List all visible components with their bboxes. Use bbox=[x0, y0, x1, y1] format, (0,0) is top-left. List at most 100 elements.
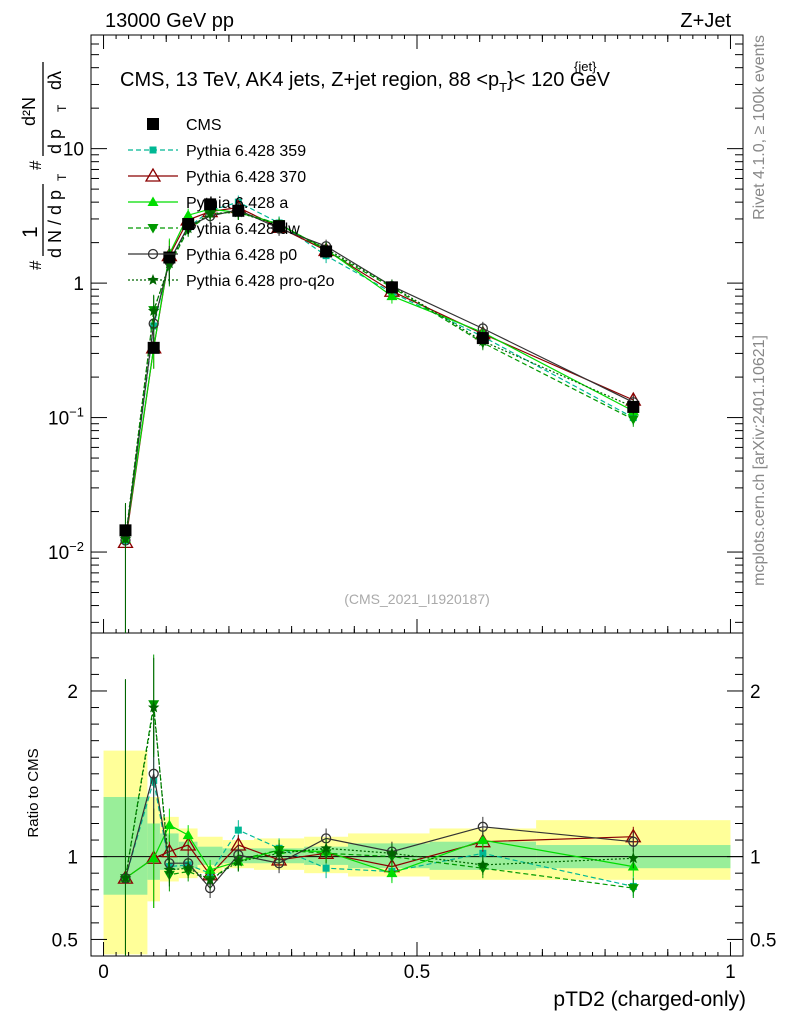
xlabel: pTD2 (charged-only) bbox=[553, 988, 746, 1011]
cms-point bbox=[232, 204, 245, 217]
header-left: 13000 GeV pp bbox=[105, 10, 234, 32]
cms-point bbox=[182, 218, 195, 231]
legend-label: Pythia 6.428 pro-q2o bbox=[186, 273, 335, 290]
title-sup: {jet} bbox=[574, 59, 597, 74]
cms-point bbox=[476, 332, 489, 345]
legend-entry-p0: Pythia 6.428 p0 bbox=[128, 247, 297, 264]
ratio-pythia-6.428-359 bbox=[121, 679, 637, 956]
legend-marker bbox=[147, 248, 159, 260]
ratio-point bbox=[148, 852, 160, 863]
ytick-base: 10 bbox=[48, 409, 69, 430]
ratio-point bbox=[232, 855, 245, 867]
ratio-point bbox=[477, 858, 489, 870]
main-series bbox=[117, 195, 642, 633]
legend-entry-370: Pythia 6.428 370 bbox=[128, 167, 306, 186]
ratio-frame bbox=[90, 632, 744, 957]
ratio-point bbox=[628, 836, 639, 847]
watermark: (CMS_2021_I1920187) bbox=[344, 591, 490, 607]
ytick-label-10: 10 bbox=[63, 140, 84, 161]
ratio-ylabel: Ratio to CMS bbox=[25, 748, 42, 837]
ytick-label-1: 1 bbox=[73, 274, 84, 295]
mcplots-label: mcplots.cern.ch [arXiv:2401.10621] bbox=[751, 335, 768, 586]
ratio-point bbox=[627, 884, 639, 894]
ratio-point bbox=[163, 819, 175, 830]
ylabel-one: 1 bbox=[19, 226, 42, 238]
legend-marker bbox=[147, 224, 159, 234]
ylabel-d2N: d²N bbox=[19, 97, 39, 126]
ratio-point bbox=[204, 873, 216, 885]
series-pythia-6.428-dw bbox=[119, 205, 639, 633]
legend-marker bbox=[149, 146, 157, 154]
legend-label: Pythia 6.428 p0 bbox=[186, 247, 297, 264]
legend-marker bbox=[147, 196, 159, 206]
xtick-label-0: 0 bbox=[98, 962, 109, 983]
ylabel-hash1: # bbox=[26, 260, 45, 270]
legend-label: Pythia 6.428 370 bbox=[186, 169, 306, 186]
ratio-ytick-right-0.5: 0.5 bbox=[750, 930, 776, 951]
ratio-ytick-right-2: 2 bbox=[750, 682, 761, 703]
legend-label: CMS bbox=[186, 117, 222, 134]
ratio-ytick-0.5: 0.5 bbox=[52, 930, 78, 951]
legend-entry-pro-q2o: Pythia 6.428 pro-q2o bbox=[128, 273, 335, 290]
ratio-point bbox=[627, 852, 639, 864]
data-point bbox=[627, 415, 639, 425]
ratio-ytick-1: 1 bbox=[67, 848, 78, 869]
ratio-ytick-right-1: 1 bbox=[750, 848, 761, 869]
ratio-point bbox=[273, 847, 285, 859]
legend-entry-dw: Pythia 6.428 dw bbox=[128, 221, 300, 238]
series-pythia-6.428-a bbox=[119, 202, 639, 633]
title-tail: }< 120 GeV bbox=[507, 69, 611, 91]
axis-ticks bbox=[91, 34, 743, 956]
ratio-point bbox=[180, 836, 197, 851]
title-sub: T bbox=[499, 80, 507, 95]
title-main: CMS, 13 TeV, AK4 jets, Z+jet region, 88 … bbox=[120, 69, 499, 91]
plot-title: CMS, 13 TeV, AK4 jets, Z+jet region, 88 … bbox=[120, 69, 611, 95]
ratio-point bbox=[320, 842, 332, 854]
ylabel-T2: T bbox=[55, 104, 69, 112]
xtick-label-1: 1 bbox=[725, 962, 736, 983]
legend: CMS Pythia 6.428 359 Pythia 6.428 370 Py… bbox=[128, 117, 335, 290]
data-point bbox=[204, 207, 216, 219]
series-line bbox=[124, 210, 634, 540]
ratio-point bbox=[234, 826, 242, 834]
ratio-point bbox=[386, 867, 398, 878]
main-ylabel: # 1 d N / d p T # d²N d p T dλ bbox=[19, 62, 69, 270]
ytick-base: 10 bbox=[48, 543, 69, 564]
data-point bbox=[386, 290, 398, 301]
ratio-ytick-2: 2 bbox=[67, 682, 78, 703]
cms-point bbox=[204, 198, 217, 211]
ratio-point bbox=[147, 701, 160, 713]
ytick-exp: −1 bbox=[69, 405, 84, 420]
header-right: Z+Jet bbox=[680, 10, 731, 32]
ytick-label-0.01: 10−2 bbox=[48, 539, 84, 564]
ratio-point bbox=[148, 768, 159, 779]
ylabel-dpT-dlambda: d p bbox=[45, 129, 65, 154]
ratio-bands bbox=[91, 750, 743, 955]
rivet-label: Rivet 4.1.0, ≥ 100k events bbox=[751, 35, 768, 220]
series-pythia-6.428-370 bbox=[117, 199, 642, 633]
data-point bbox=[147, 305, 160, 316]
legend-label: Pythia 6.428 359 bbox=[186, 143, 306, 160]
xtick-label-0.5: 0.5 bbox=[404, 962, 430, 983]
series-cms bbox=[119, 198, 640, 537]
ratio-point bbox=[119, 872, 132, 883]
ratio-point bbox=[477, 821, 488, 832]
series-pythia-6.428-p0 bbox=[120, 203, 639, 633]
cms-point bbox=[147, 341, 160, 354]
ratio-point bbox=[204, 864, 216, 874]
ylabel-T1: T bbox=[55, 173, 69, 181]
legend-entry-359: Pythia 6.428 359 bbox=[128, 143, 306, 160]
ytick-exp: −2 bbox=[69, 539, 84, 554]
series-line bbox=[124, 211, 634, 540]
ratio-point bbox=[386, 847, 398, 859]
legend-marker bbox=[147, 274, 159, 285]
legend-entry-a: Pythia 6.428 a bbox=[128, 195, 288, 212]
series-pythia-6.428-pro-q2o bbox=[119, 205, 639, 633]
data-point bbox=[119, 533, 132, 544]
legend-label: Pythia 6.428 dw bbox=[186, 221, 300, 238]
ratio-pythia-6.428-pro-q2o bbox=[119, 657, 639, 956]
ratio-pythia-6.428-a bbox=[119, 679, 639, 956]
ylabel-dlambda: dλ bbox=[45, 71, 65, 90]
ylabel-dN-dpT: d N / d p bbox=[45, 190, 65, 258]
